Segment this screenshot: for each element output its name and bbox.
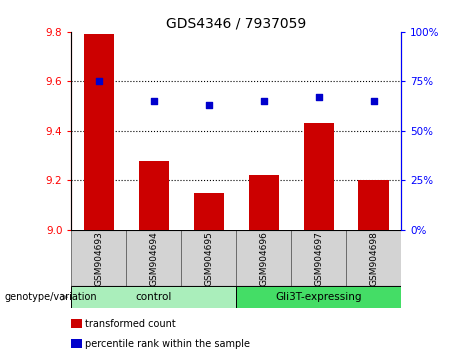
Bar	[84, 34, 114, 230]
Text: genotype/variation: genotype/variation	[5, 292, 97, 302]
Text: GSM904693: GSM904693	[95, 231, 103, 286]
Bar	[194, 193, 224, 230]
Point	[150, 98, 158, 104]
Point	[205, 102, 213, 108]
Bar	[303, 124, 334, 230]
Bar	[359, 181, 389, 230]
Bar	[71, 230, 126, 286]
Title: GDS4346 / 7937059: GDS4346 / 7937059	[166, 17, 307, 31]
Point	[260, 98, 267, 104]
Text: GSM904697: GSM904697	[314, 231, 323, 286]
Bar	[71, 286, 236, 308]
Text: control: control	[136, 292, 172, 302]
Text: GSM904698: GSM904698	[369, 231, 378, 286]
Text: transformed count: transformed count	[85, 319, 176, 329]
Bar	[291, 230, 346, 286]
Text: percentile rank within the sample: percentile rank within the sample	[85, 338, 250, 349]
Bar	[346, 230, 401, 286]
Bar	[236, 230, 291, 286]
Text: Gli3T-expressing: Gli3T-expressing	[275, 292, 362, 302]
Point	[95, 79, 103, 84]
Bar	[236, 286, 401, 308]
Point	[370, 98, 377, 104]
Text: GSM904694: GSM904694	[149, 231, 159, 286]
Point	[315, 95, 322, 100]
Bar	[181, 230, 236, 286]
Bar	[126, 230, 181, 286]
Bar	[248, 176, 279, 230]
Bar	[139, 161, 169, 230]
Text: GSM904695: GSM904695	[204, 231, 213, 286]
Text: GSM904696: GSM904696	[259, 231, 268, 286]
